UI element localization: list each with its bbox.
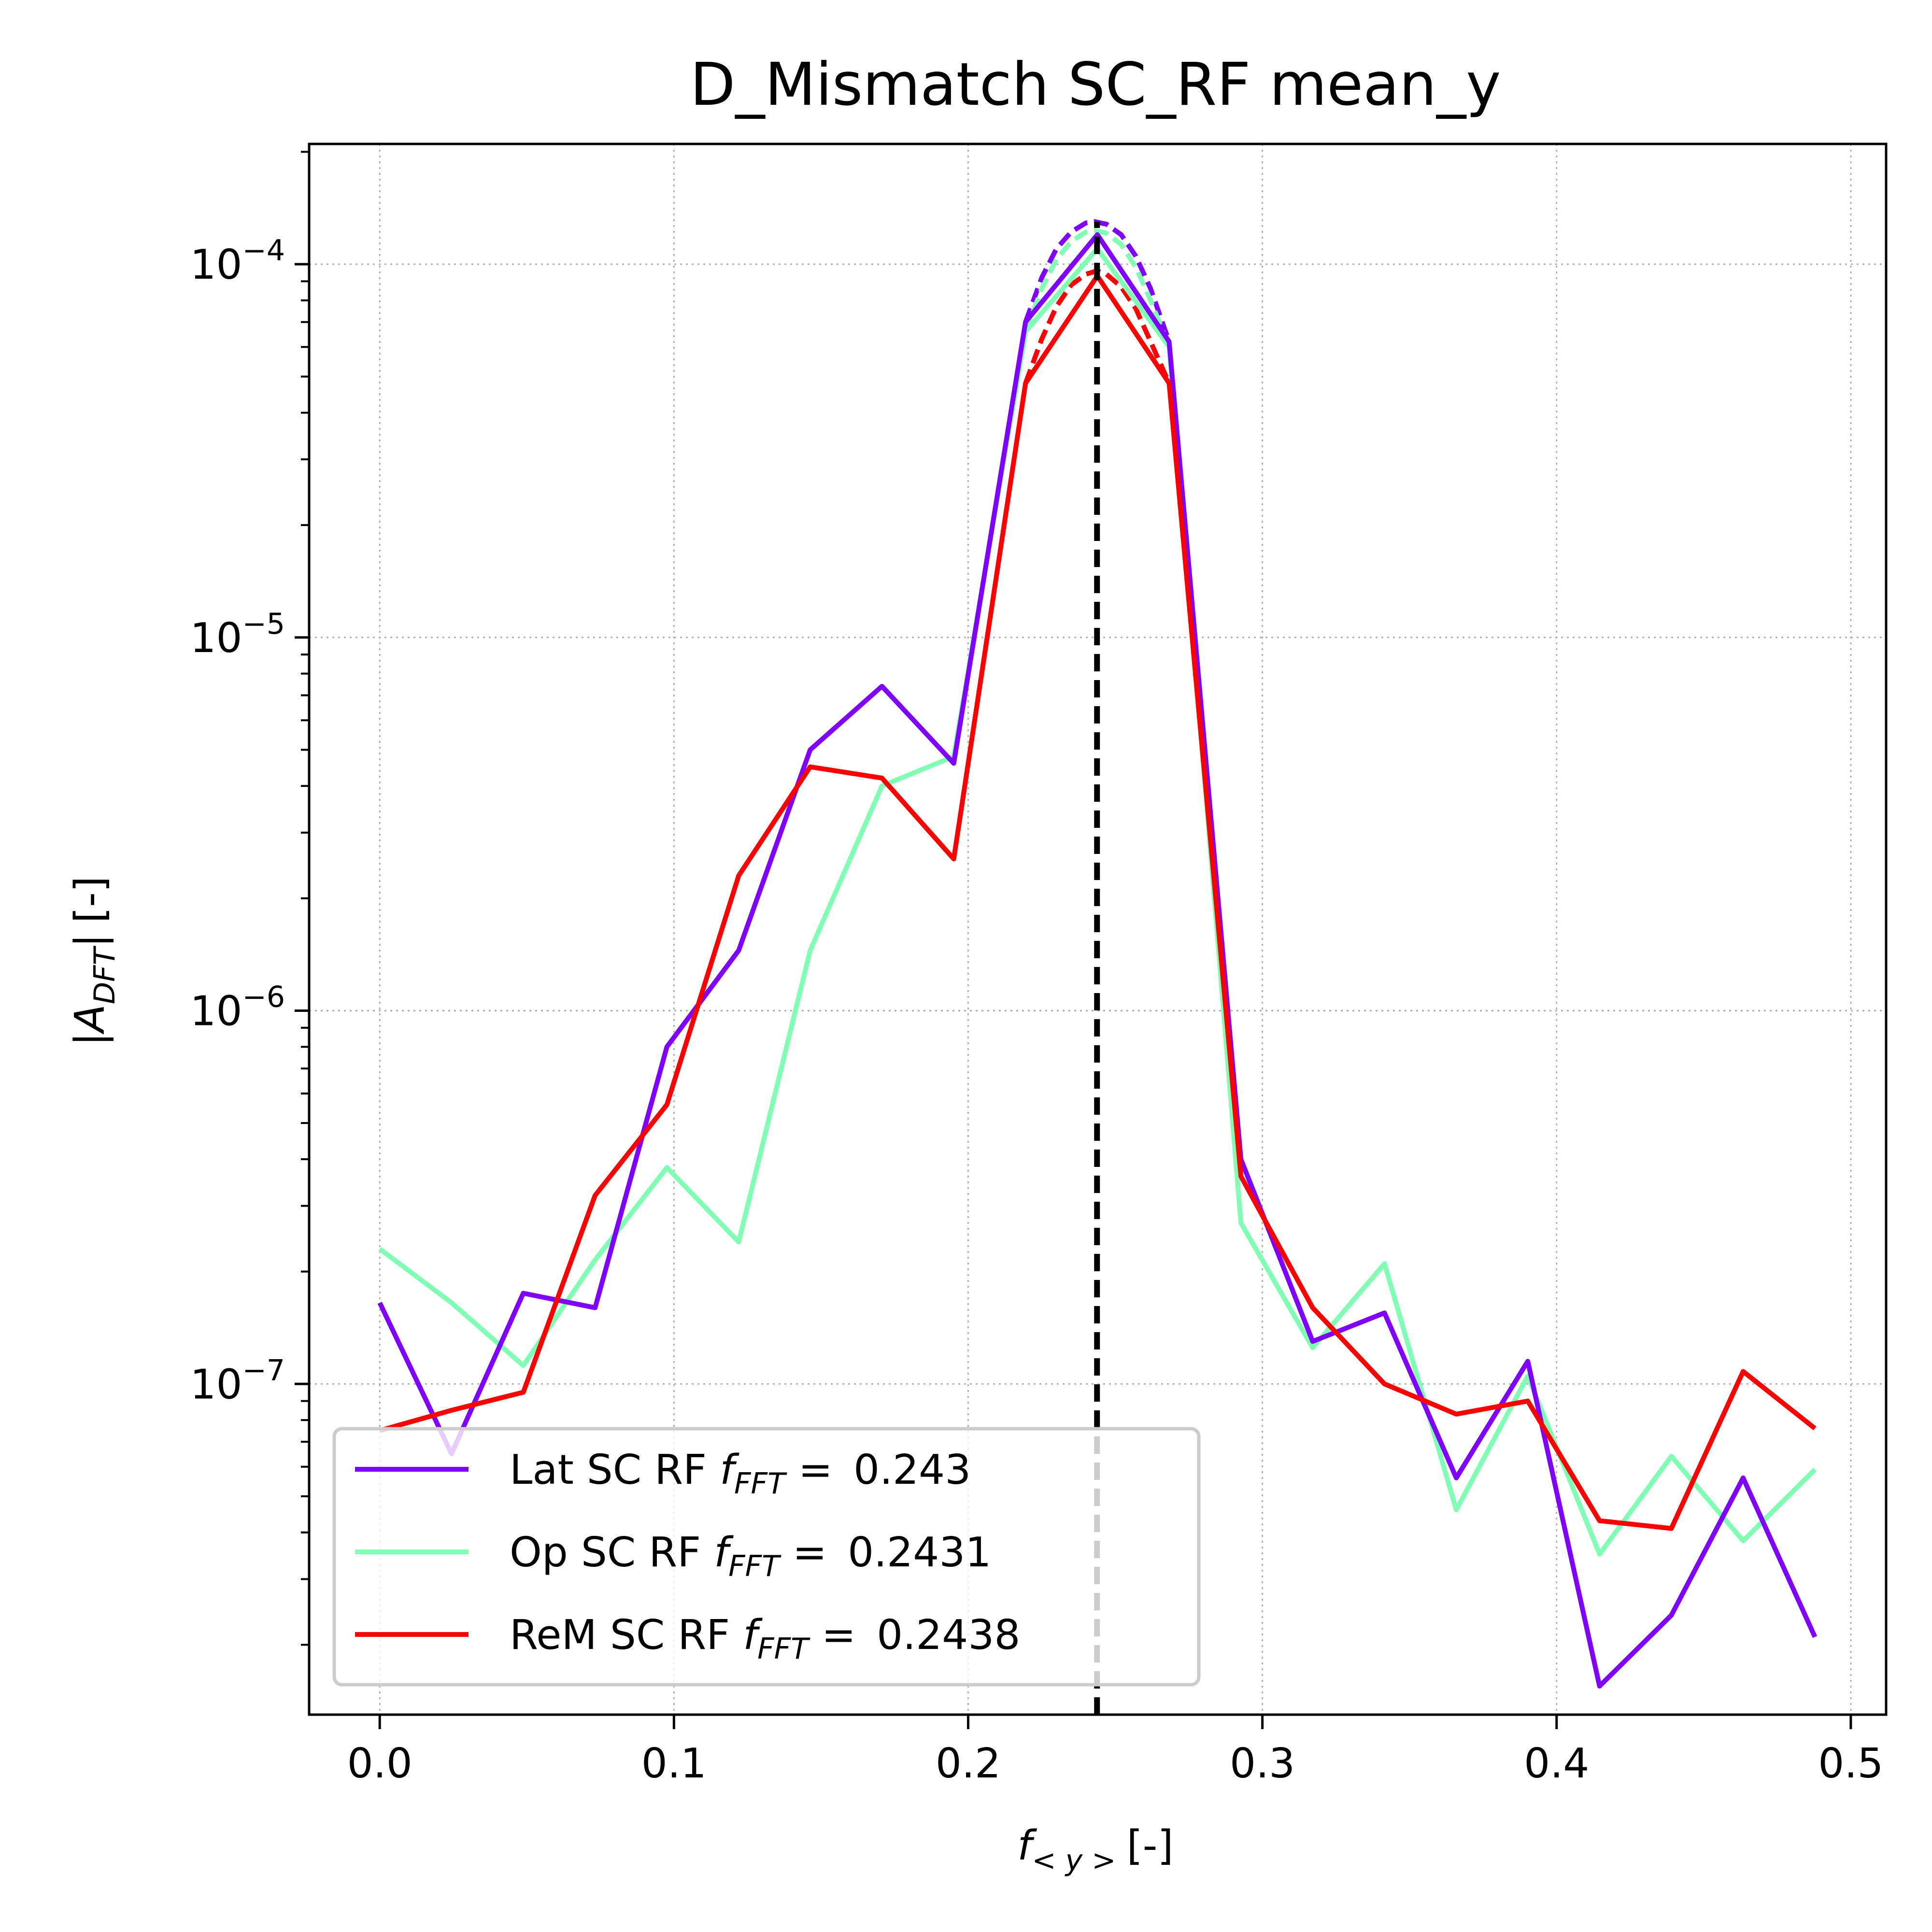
x-tick-label-0: 0.0: [347, 1740, 412, 1788]
legend: Lat SC RF fFFT = 0.243 Op SC RF fFFT = 0…: [332, 1427, 1201, 1687]
y-tick-label-3: 10−7: [190, 1353, 285, 1408]
y-axis-label: |ADFT| [-]: [66, 876, 122, 1046]
x-tick-label-5: 0.5: [1818, 1740, 1883, 1788]
legend-entry-lat: Lat SC RF fFFT = 0.243: [355, 1446, 971, 1501]
legend-entry-op: Op SC RF fFFT = 0.2431: [355, 1529, 992, 1583]
legend-label-rem: ReM SC RF fFFT = 0.2438: [510, 1611, 1021, 1666]
x-axis-label-subscript: < y >: [1032, 1844, 1116, 1877]
legend-series-name-op: Op SC RF: [510, 1529, 701, 1577]
y-tick-label-2: 10−6: [190, 980, 285, 1036]
y-tick-label-exp-2: −6: [242, 980, 285, 1014]
x-tick-label-2: 0.2: [936, 1740, 1001, 1788]
legend-series-name-rem: ReM SC RF: [510, 1611, 730, 1659]
legend-label-lat: Lat SC RF fFFT = 0.243: [510, 1446, 971, 1501]
legend-equals-op: =: [780, 1529, 840, 1577]
y-tick-label-base-3: 10: [190, 1361, 242, 1408]
x-tick-label-3: 0.3: [1230, 1740, 1295, 1788]
x-axis-label-unit: [-]: [1127, 1822, 1174, 1870]
plot-frame: [308, 142, 1888, 1716]
legend-entry-rem: ReM SC RF fFFT = 0.2438: [355, 1611, 1021, 1666]
y-tick-label-1: 10−5: [190, 607, 285, 662]
legend-label-op: Op SC RF fFFT = 0.2431: [510, 1529, 992, 1583]
legend-series-name-lat: Lat SC RF: [510, 1446, 707, 1494]
legend-equals-lat: =: [785, 1446, 846, 1494]
y-tick-label-base-1: 10: [190, 614, 242, 662]
x-tick-label-1: 0.1: [641, 1740, 707, 1788]
legend-fft-value-op: 0.2431: [848, 1529, 991, 1577]
y-tick-label-exp-1: −5: [242, 607, 285, 641]
y-tick-label-0: 10−4: [190, 234, 285, 289]
legend-fft-value-rem: 0.2438: [877, 1611, 1020, 1659]
y-tick-label-exp-0: −4: [242, 234, 285, 268]
series-line-0: [377, 232, 1818, 1689]
x-axis-label: f< y > [-]: [1017, 1822, 1173, 1877]
legend-fft-sub-rem: FFT: [757, 1632, 810, 1666]
legend-frame: [332, 1427, 1201, 1687]
legend-fft-sub-lat: FFT: [734, 1467, 787, 1501]
y-tick-label-base-2: 10: [190, 988, 242, 1036]
y-tick-label-exp-3: −7: [242, 1353, 285, 1387]
y-axis-label-subscript: DFT: [88, 945, 122, 1004]
chart-title: D_Mismatch SC_RF mean_y: [690, 50, 1501, 119]
legend-equals-rem: =: [809, 1611, 869, 1659]
x-tick-label-4: 0.4: [1524, 1740, 1589, 1788]
y-axis-label-unit: [-]: [66, 876, 114, 923]
y-tick-label-base-0: 10: [190, 241, 242, 289]
axes-layer: 0.0 0.1 0.2 0.3 0.4 0.510−410−510−610−7: [190, 142, 1888, 1788]
peak-dashed-line-0: [1023, 219, 1172, 343]
legend-fft-sub-op: FFT: [728, 1549, 781, 1583]
peak-dashed-line-1: [1023, 228, 1172, 348]
y-axis-label-close: |: [66, 934, 114, 948]
legend-fft-value-lat: 0.243: [853, 1446, 971, 1494]
y-axis-label-symbol: |A: [66, 1004, 114, 1046]
